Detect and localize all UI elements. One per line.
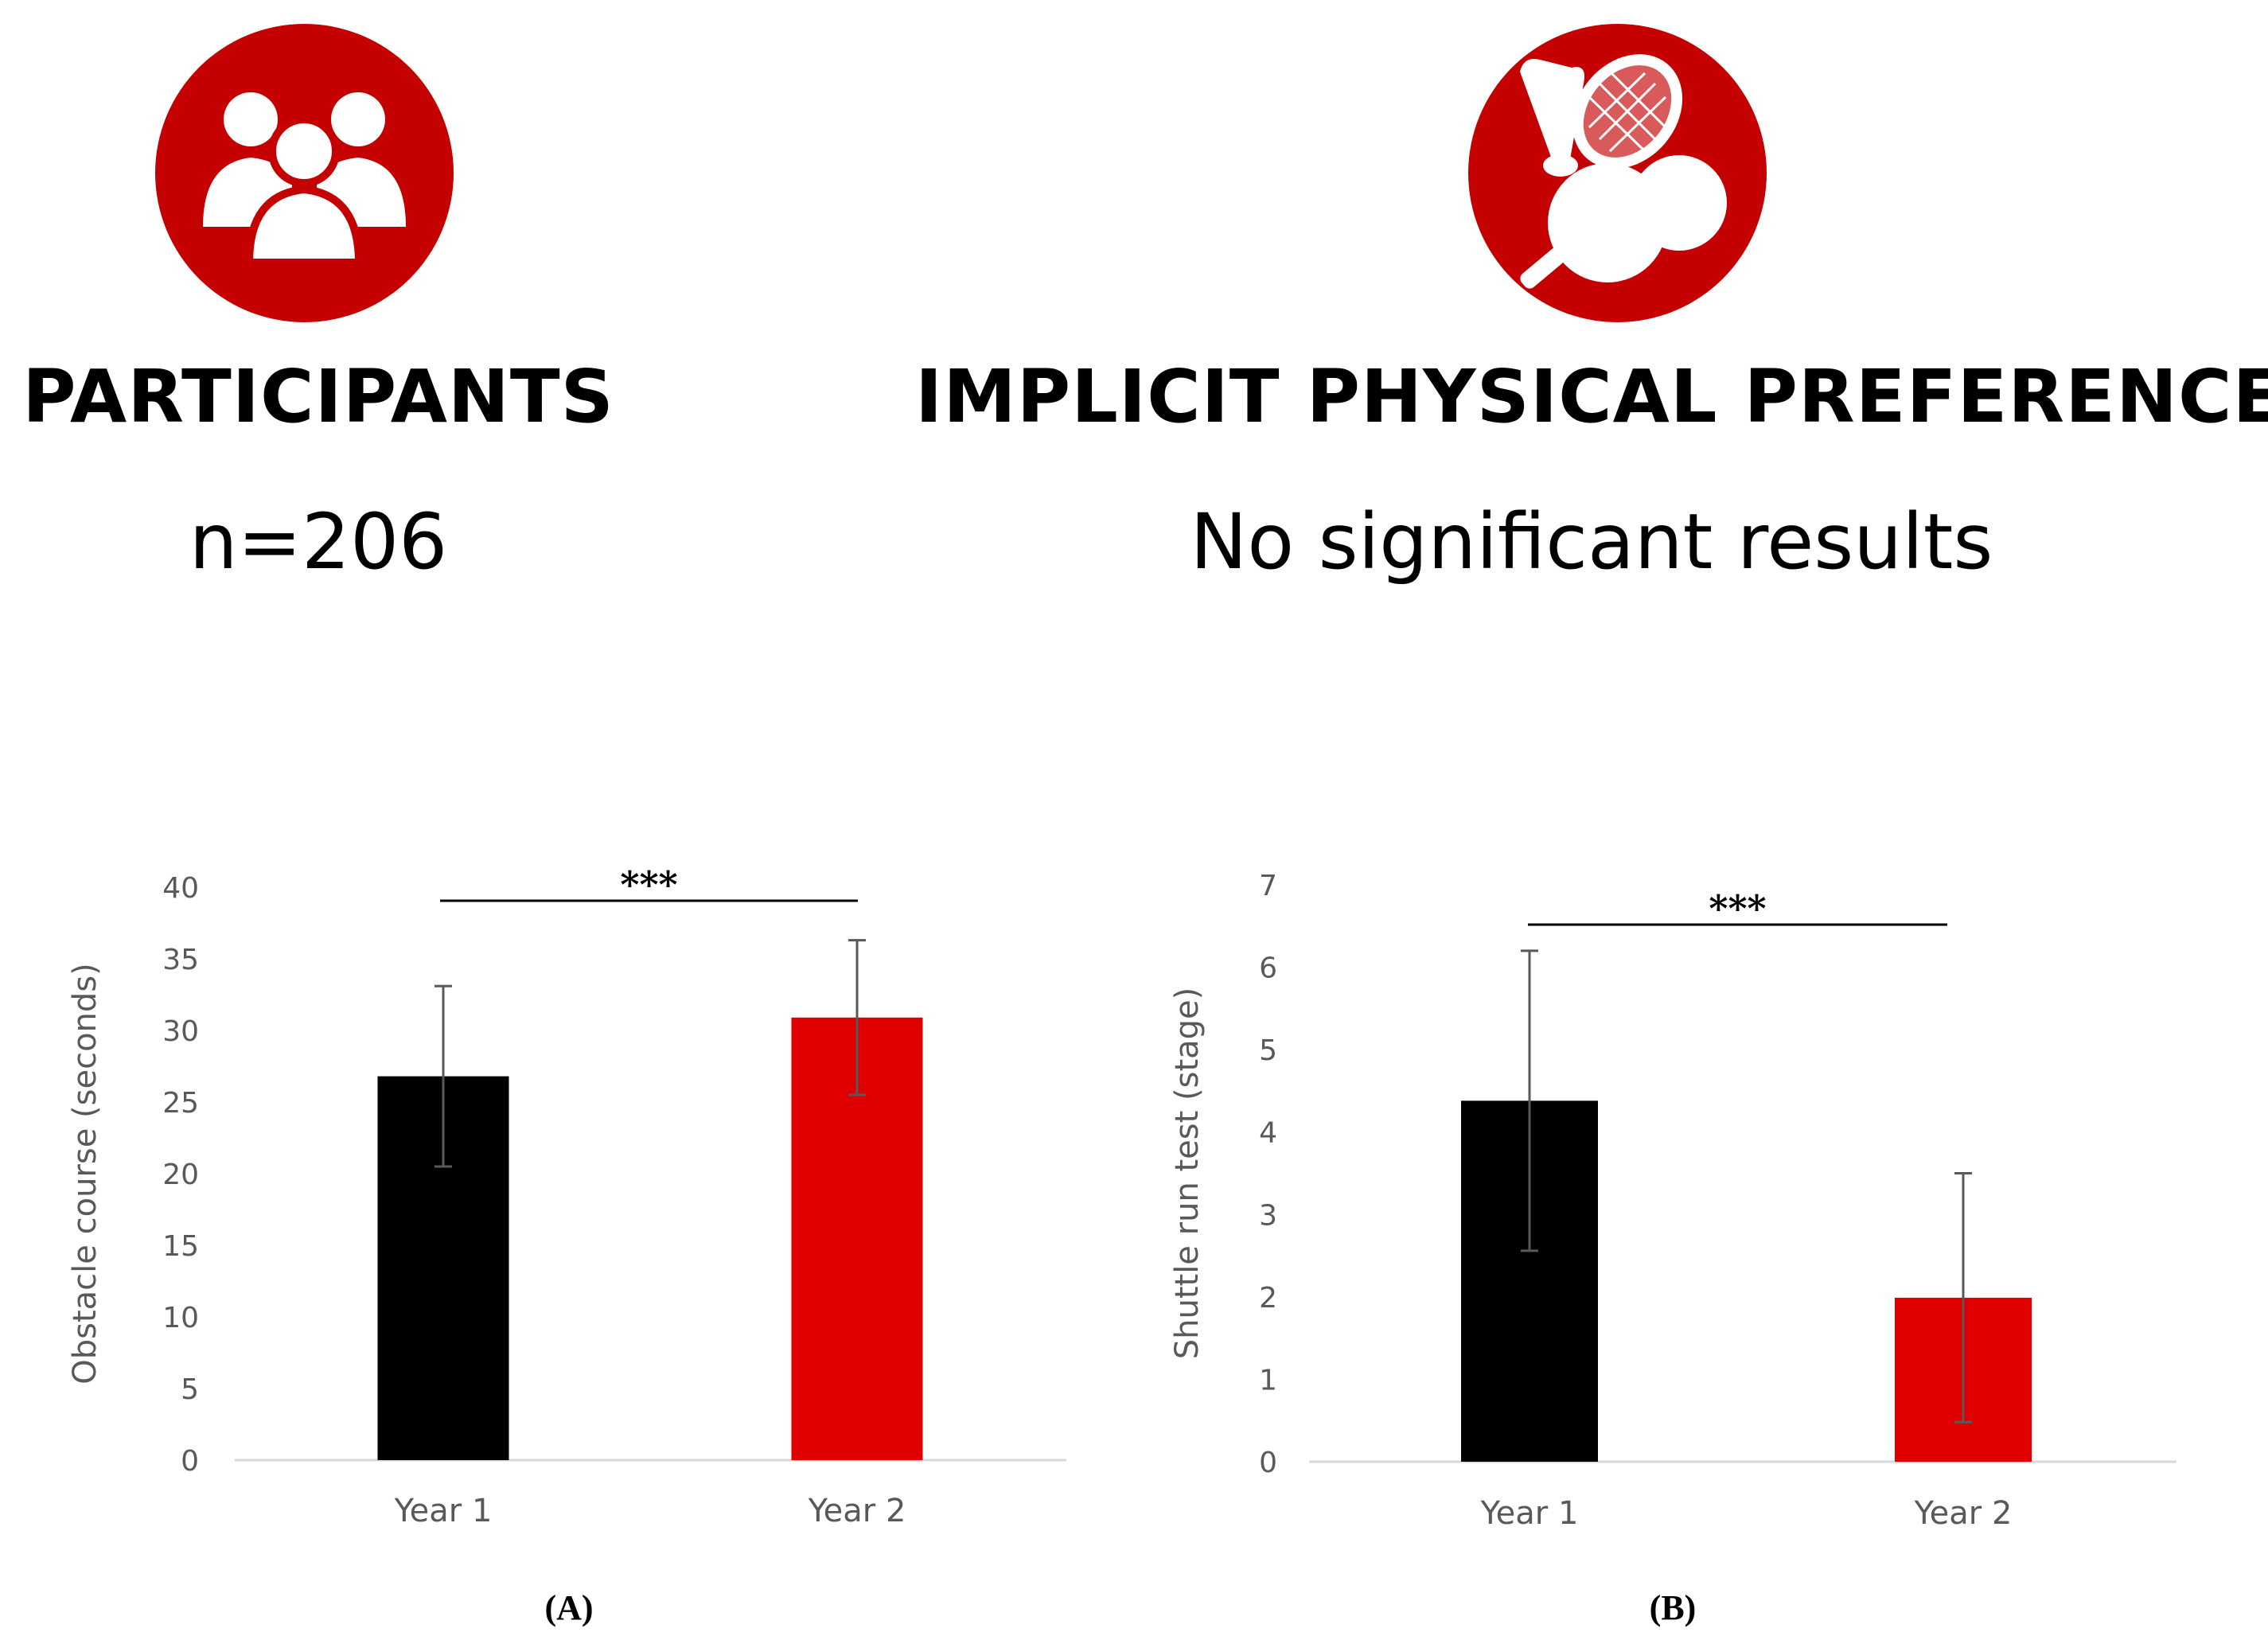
y-tick-label: 15 — [162, 1230, 199, 1263]
implicit-preferences-icon — [1468, 24, 1767, 322]
y-tick-label: 5 — [181, 1373, 199, 1406]
y-tick-label: 20 — [162, 1159, 199, 1191]
y-tick-label: 0 — [181, 1445, 199, 1478]
participants-heading: PARTICIPANTS — [22, 354, 614, 439]
significance-label: *** — [1709, 887, 1766, 930]
participants-count: n=206 — [189, 497, 448, 586]
obstacle-course-chart: 0 5 10 15 20 25 30 35 40 Obstacle course (seconds… — [67, 863, 1066, 1627]
y-axis-title: Obstacle course (seconds) — [67, 963, 103, 1384]
implicit-preferences-result: No significant results — [1190, 497, 1993, 586]
x-tick-label: Year 2 — [808, 1493, 906, 1529]
y-tick-label: 0 — [1259, 1447, 1277, 1479]
y-tick-label: 25 — [162, 1087, 199, 1120]
y-tick-label: 3 — [1259, 1199, 1277, 1232]
sports-equipment-icon — [1520, 54, 1727, 289]
y-tick-label: 7 — [1259, 870, 1277, 902]
x-tick-label: Year 1 — [394, 1493, 493, 1529]
y-tick-label: 5 — [1259, 1034, 1277, 1067]
y-tick-label: 2 — [1259, 1282, 1277, 1315]
x-tick-label: Year 1 — [1480, 1495, 1579, 1532]
panel-label: (A) — [544, 1588, 593, 1627]
participants-icon — [155, 24, 454, 322]
significance-label: *** — [620, 863, 677, 906]
panel-label: (B) — [1650, 1588, 1697, 1627]
y-tick-label: 30 — [162, 1015, 199, 1048]
y-tick-label: 40 — [162, 872, 199, 905]
y-tick-label: 35 — [162, 944, 199, 976]
y-tick-label: 1 — [1259, 1364, 1277, 1396]
y-tick-label: 10 — [162, 1302, 199, 1334]
y-axis-title: Shuttle run test (stage) — [1169, 987, 1206, 1360]
x-tick-label: Year 2 — [1914, 1495, 2013, 1532]
shuttle-run-chart: 0 1 2 3 4 5 6 7 Shuttle run test (stage) Year 1 Ye… — [1169, 870, 2176, 1627]
implicit-preferences-heading: IMPLICIT PHYSICAL PREFERENCES — [915, 354, 2268, 439]
group-of-people-icon — [203, 92, 406, 267]
y-tick-label: 4 — [1259, 1117, 1277, 1150]
y-tick-label: 6 — [1259, 952, 1277, 985]
